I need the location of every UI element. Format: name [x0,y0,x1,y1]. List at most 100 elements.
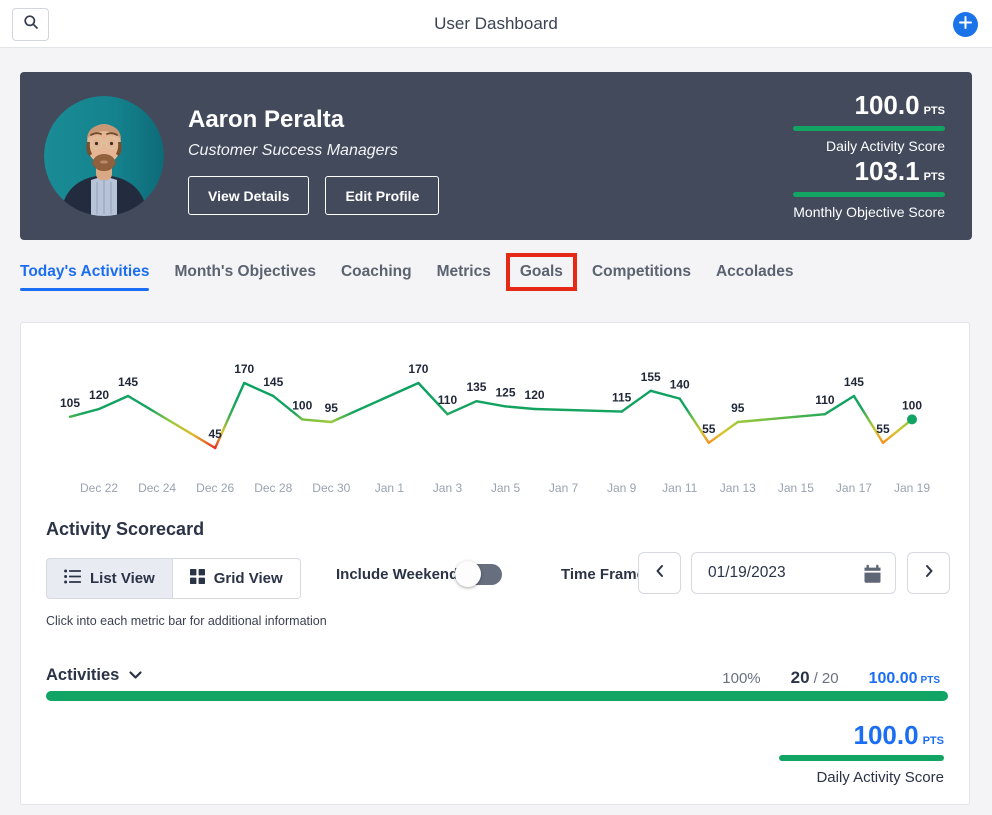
metric-hint-text: Click into each metric bar for additiona… [46,614,327,628]
summary-score-label: Daily Activity Score [816,769,944,786]
monthly-objective-score-label: Monthly Objective Score [793,204,945,220]
svg-text:Dec 28: Dec 28 [254,481,292,495]
view-details-button[interactable]: View Details [188,176,310,215]
tab-goals[interactable]: Goals [505,253,577,291]
time-frame-label: Time Frame [561,566,645,583]
monthly-objective-score-value: 103.1 [854,156,920,186]
svg-text:105: 105 [60,396,80,410]
svg-text:Dec 30: Dec 30 [312,481,350,495]
date-input[interactable]: 01/19/2023 [691,552,896,594]
profile-buttons: View Details Edit Profile [188,176,440,215]
svg-text:Jan 15: Jan 15 [778,481,814,495]
avatar [44,96,164,216]
svg-text:Jan 3: Jan 3 [433,481,463,495]
activity-card: 105 120 145 45 170 145 100 95 170 110 135 125 120 115… [20,322,970,805]
include-weekends-label: Include Weekends [336,566,467,583]
metric-fraction: 20/ 20 [790,668,839,687]
svg-text:170: 170 [408,362,428,376]
daily-activity-summary: 100.0 PTS Daily Activity Score [624,721,944,786]
svg-text:Jan 5: Jan 5 [491,481,521,495]
tab-metrics[interactable]: Metrics [436,263,491,280]
svg-text:140: 140 [670,378,690,392]
page-title: User Dashboard [434,14,558,33]
previous-date-button[interactable] [638,552,681,594]
grid-view-icon [189,569,205,588]
tab-coaching[interactable]: Coaching [340,263,412,280]
daily-activity-score-value: 100.0 [854,90,920,120]
metric-percent: 100% [722,670,761,687]
tab-month-s-objectives[interactable]: Month's Objectives [174,263,316,280]
scorecard-title: Activity Scorecard [46,519,205,539]
monthly-objective-score-block: 103.1 PTS Monthly Objective Score [625,158,945,220]
svg-text:Jan 17: Jan 17 [836,481,872,495]
activity-line-chart: 105 120 145 45 170 145 100 95 170 110 135 125 120 115… [60,362,930,495]
daily-activity-score-bar [793,126,945,131]
date-value: 01/19/2023 [708,564,786,581]
daily-activity-score-label: Daily Activity Score [825,138,945,154]
svg-text:100: 100 [902,398,922,412]
profile-card: Aaron Peralta Customer Success Managers … [20,72,972,240]
svg-text:125: 125 [496,385,516,399]
activities-metric-label: Activities [46,666,120,684]
profile-name: Aaron Peralta [188,106,345,133]
edit-profile-button[interactable]: Edit Profile [325,176,440,215]
toggle-knob [455,561,481,587]
tab-today-s-activities[interactable]: Today's Activities [20,263,150,291]
svg-text:135: 135 [466,380,486,394]
summary-score-value: 100.0 [853,720,919,750]
svg-text:95: 95 [731,401,745,415]
svg-text:Jan 13: Jan 13 [720,481,756,495]
svg-text:Dec 24: Dec 24 [138,481,176,495]
svg-text:145: 145 [118,375,138,389]
svg-text:Jan 9: Jan 9 [607,481,637,495]
svg-text:Jan 19: Jan 19 [894,481,930,495]
svg-text:115: 115 [612,391,632,405]
summary-score-bar [779,755,944,761]
add-button[interactable] [953,12,978,37]
svg-text:45: 45 [208,427,222,441]
summary-score-unit: PTS [922,735,944,747]
svg-text:110: 110 [815,393,835,407]
top-bar: User Dashboard [0,0,992,48]
svg-text:Dec 22: Dec 22 [80,481,118,495]
search-button[interactable] [12,8,49,41]
activities-metric-stats: 100% 20/ 20 100.00 PTS [722,668,940,688]
chevron-down-icon [129,666,142,685]
svg-text:170: 170 [234,362,254,376]
svg-text:120: 120 [525,388,545,402]
svg-text:155: 155 [641,370,661,384]
activities-progress-fill [46,691,948,701]
list-view-button[interactable]: List View [46,558,172,599]
svg-text:110: 110 [438,393,458,407]
list-view-label: List View [90,570,155,587]
monthly-objective-score-bar [793,192,945,197]
tab-competitions[interactable]: Competitions [591,263,691,280]
view-switcher: List View Grid View [46,558,301,599]
search-icon [23,14,39,35]
calendar-icon[interactable] [863,564,895,583]
svg-text:Dec 26: Dec 26 [196,481,234,495]
tab-accolades[interactable]: Accolades [715,263,794,280]
next-date-button[interactable] [907,552,950,594]
daily-activity-score-unit: PTS [923,105,945,117]
svg-text:100: 100 [292,398,312,412]
grid-view-label: Grid View [213,570,283,587]
metric-points: 100.00 PTS [868,670,940,687]
svg-text:55: 55 [702,422,716,436]
svg-text:Jan 7: Jan 7 [549,481,579,495]
svg-text:145: 145 [844,375,864,389]
activities-progress-bar[interactable] [46,691,948,701]
tab-bar: Today's Activities Month's Objectives Coac… [20,252,794,292]
include-weekends-toggle[interactable] [455,561,502,587]
grid-view-button[interactable]: Grid View [171,558,301,599]
activities-metric-header[interactable]: Activities [46,666,142,685]
svg-text:145: 145 [263,375,283,389]
plus-icon [959,15,972,34]
monthly-objective-score-unit: PTS [923,171,945,183]
svg-text:55: 55 [876,422,890,436]
chevron-left-icon [653,564,667,583]
svg-text:120: 120 [89,388,109,402]
daily-activity-score-block: 100.0 PTS Daily Activity Score [625,92,945,154]
list-view-icon [64,569,81,588]
